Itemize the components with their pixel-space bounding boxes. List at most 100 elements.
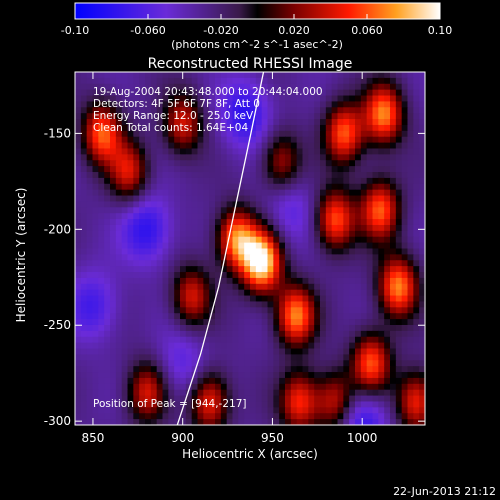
heatmap-cell xyxy=(343,307,350,314)
heatmap-cell xyxy=(232,413,239,420)
heatmap-cell xyxy=(110,142,117,150)
heatmap-cell xyxy=(115,119,123,126)
heatmap-cell xyxy=(209,401,216,408)
heatmap-cell xyxy=(267,324,274,332)
heatmap-cell xyxy=(320,242,327,250)
heatmap-cell xyxy=(343,107,350,114)
heatmap-cell xyxy=(325,124,333,132)
heatmap-cell xyxy=(203,277,210,285)
heatmap-cell xyxy=(296,142,304,150)
heatmap-cell xyxy=(209,77,216,85)
heatmap-cell xyxy=(384,277,391,285)
heatmap-cell xyxy=(390,72,397,79)
heatmap-cell xyxy=(238,136,245,144)
heatmap-cell xyxy=(302,236,309,244)
heatmap-cell xyxy=(273,195,280,203)
heatmap-cell xyxy=(360,136,368,144)
heatmap-cell xyxy=(238,148,245,155)
heatmap-cell xyxy=(115,224,123,232)
heatmap-cell xyxy=(407,248,414,255)
heatmap-cell xyxy=(220,207,228,214)
heatmap-cell xyxy=(232,124,239,132)
heatmap-cell xyxy=(220,295,228,303)
heatmap-cell xyxy=(115,324,123,332)
heatmap-cell xyxy=(209,336,216,344)
heatmap-cell xyxy=(104,236,111,244)
heatmap-cell xyxy=(139,136,146,144)
heatmap-cell xyxy=(349,419,356,425)
heatmap-cell xyxy=(285,272,292,279)
heatmap-cell xyxy=(150,401,158,408)
heatmap-cell xyxy=(261,124,269,132)
heatmap-cell xyxy=(279,260,286,267)
heatmap-cell xyxy=(296,313,304,320)
heatmap-cell xyxy=(331,360,339,367)
heatmap-cell xyxy=(156,113,164,120)
heatmap-cell xyxy=(366,366,374,373)
heatmap-cell xyxy=(285,95,292,103)
heatmap-cell xyxy=(145,377,152,385)
heatmap-cell xyxy=(395,377,403,385)
heatmap-cell xyxy=(238,260,245,267)
heatmap-cell xyxy=(407,148,414,155)
heatmap-cell xyxy=(290,419,298,425)
heatmap-cell xyxy=(337,372,344,379)
heatmap-cell xyxy=(92,213,99,220)
heatmap-cell xyxy=(185,160,193,167)
heatmap-cell xyxy=(121,224,129,232)
heatmap-cell xyxy=(86,95,94,103)
heatmap-cell xyxy=(75,166,82,173)
heatmap-cell xyxy=(320,283,327,291)
heatmap-cell xyxy=(191,166,199,173)
heatmap-cell xyxy=(337,230,344,238)
heatmap-cell xyxy=(419,136,425,144)
heatmap-cell xyxy=(244,272,251,279)
heatmap-cell xyxy=(325,119,333,126)
heatmap-cell xyxy=(296,407,304,414)
heatmap-cell xyxy=(180,213,187,220)
heatmap-cell xyxy=(390,236,397,244)
heatmap-cell xyxy=(395,407,403,414)
heatmap-cell xyxy=(203,130,210,138)
heatmap-cell xyxy=(133,154,140,161)
heatmap-cell xyxy=(302,336,309,344)
heatmap-cell xyxy=(168,301,175,308)
heatmap-cell xyxy=(419,395,425,403)
heatmap-cell xyxy=(343,248,350,255)
heatmap-cell xyxy=(308,207,315,214)
heatmap-cell xyxy=(75,207,82,214)
heatmap-cell xyxy=(110,313,117,320)
heatmap-cell xyxy=(401,295,409,303)
heatmap-cell xyxy=(110,395,117,403)
heatmap-cell xyxy=(197,230,204,238)
heatmap-cell xyxy=(98,401,105,408)
heatmap-cell xyxy=(267,407,274,414)
heatmap-cell xyxy=(162,301,169,308)
heatmap-cell xyxy=(185,136,193,144)
heatmap-cell xyxy=(244,348,251,355)
heatmap-cell xyxy=(337,154,344,161)
heatmap-cell xyxy=(285,307,292,314)
heatmap-cell xyxy=(419,213,425,220)
heatmap-cell xyxy=(308,201,315,208)
heatmap-cell xyxy=(232,342,239,350)
heatmap-cell xyxy=(314,213,321,220)
heatmap-cell xyxy=(261,189,269,197)
heatmap-cell xyxy=(413,383,420,391)
heatmap-cell xyxy=(150,324,158,332)
heatmap-cell xyxy=(308,401,315,408)
heatmap-cell xyxy=(250,372,257,379)
heatmap-cell xyxy=(92,319,99,326)
heatmap-cell xyxy=(413,177,420,185)
heatmap-cell xyxy=(343,95,350,103)
heatmap-cell xyxy=(413,72,420,79)
heatmap-cell xyxy=(285,342,292,350)
heatmap-cell xyxy=(378,336,385,344)
heatmap-cell xyxy=(244,224,251,232)
heatmap-cell xyxy=(413,395,420,403)
heatmap-cell xyxy=(384,383,391,391)
heatmap-cell xyxy=(355,419,362,425)
heatmap-cell xyxy=(104,319,111,326)
heatmap-cell xyxy=(349,154,356,161)
heatmap-cell xyxy=(127,201,134,208)
